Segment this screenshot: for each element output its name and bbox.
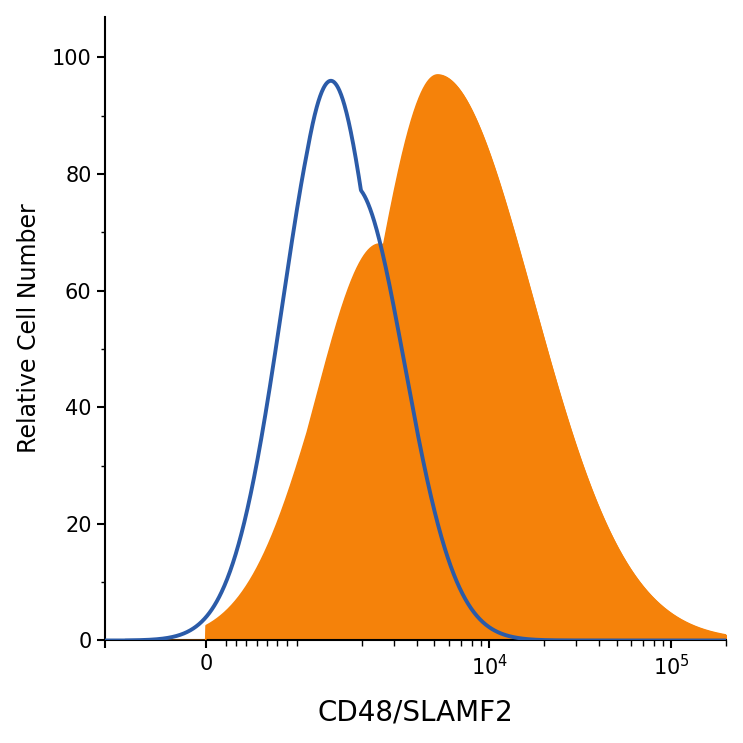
Y-axis label: Relative Cell Number: Relative Cell Number: [16, 204, 41, 453]
X-axis label: CD48/SLAMF2: CD48/SLAMF2: [318, 698, 513, 727]
